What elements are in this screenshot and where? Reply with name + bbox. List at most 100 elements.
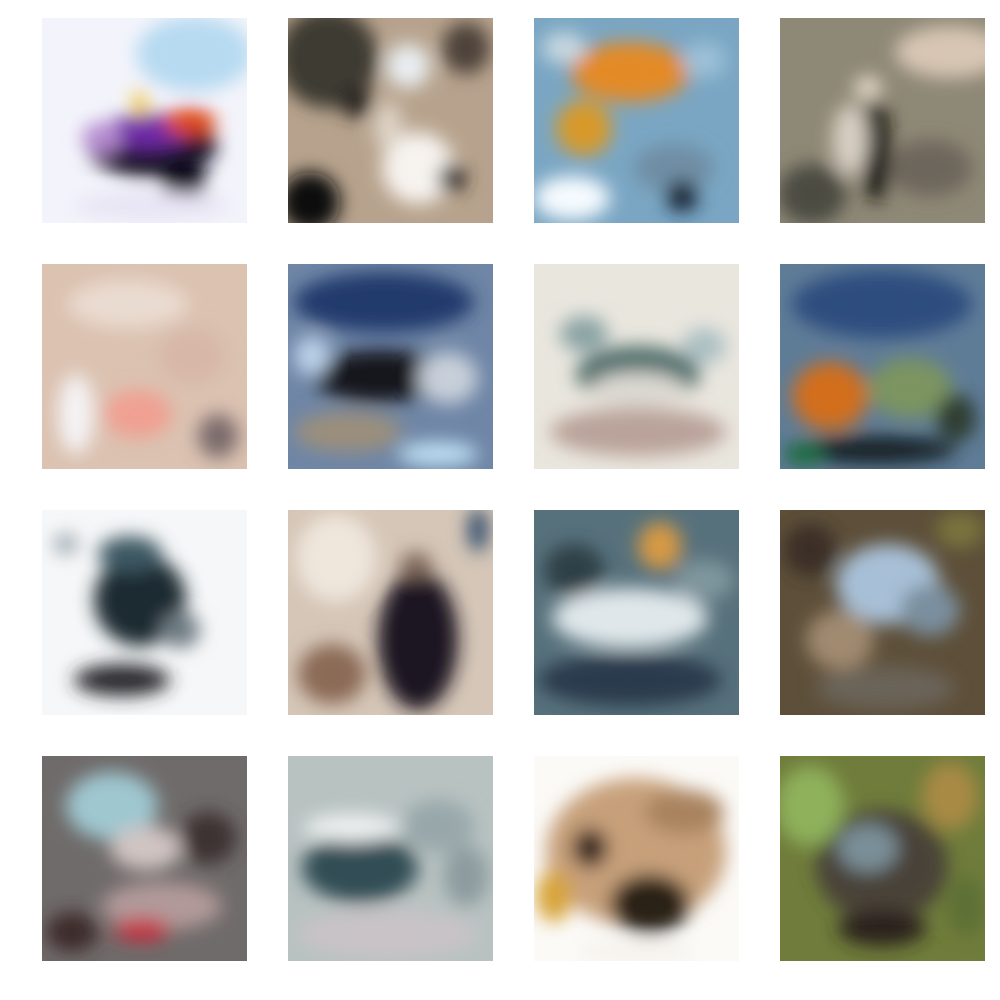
tile-r3c1-dark-animal-blob-4 (54, 534, 78, 554)
tile-r3c2-person-suit-blob-0 (378, 570, 458, 710)
tile-r4c3-pig-like-blob-2 (572, 828, 608, 868)
tile-r4c3-pig-like-blob-1 (610, 874, 690, 934)
tile-r1c1-boat-blob-6 (162, 160, 206, 200)
tile-r3c2-person-suit-blob-4 (468, 510, 488, 552)
tile-r2c4-sky-foliage-blob-3 (936, 394, 976, 442)
tile-r2c1-blurry-skin (42, 264, 247, 469)
tile-r2c1-blurry-skin-blob-2 (198, 414, 238, 458)
tile-r4c2-vehicle-on-road-blob-0 (302, 834, 418, 902)
tile-r3c2-person-suit-image (288, 510, 493, 715)
tile-r3c4-olive-abstract-blob-1 (900, 584, 960, 636)
tile-r1c1-boat-blob-3 (132, 90, 148, 118)
tile-r3c2-person-suit (288, 510, 493, 715)
tile-r1c2-building-blob-5 (442, 22, 490, 74)
tile-r3c1-dark-animal (42, 510, 247, 715)
tile-r4c2-vehicle-on-road-blob-1 (304, 814, 400, 842)
tile-r1c1-boat-blob-7 (72, 192, 232, 220)
tile-r4c1-dark-red-scene-blob-1 (102, 882, 222, 930)
tile-r1c3-colorful-scene (534, 18, 739, 223)
tile-r2c1-blurry-skin-blob-4 (158, 328, 226, 384)
tile-r4c1-dark-red-scene-blob-0 (66, 772, 158, 840)
tile-r3c3-teal-ship-image (534, 510, 739, 715)
tile-r1c2-building-blob-0 (288, 18, 378, 108)
tile-r2c2-blue-boat-blob-4 (294, 336, 330, 376)
tile-r1c2-building-blob-6 (340, 86, 372, 118)
tile-r2c1-blurry-skin-blob-0 (104, 390, 172, 438)
tile-r1c1-boat-blobs (72, 18, 247, 220)
tile-r1c3-colorful-scene-blob-1 (556, 100, 612, 156)
tile-r2c3-pale-vehicle-image (534, 264, 739, 469)
tile-r4c4-green-animal-blobs (780, 762, 984, 946)
tile-r4c4-green-animal-blob-4 (838, 910, 926, 946)
tile-r2c4-sky-foliage (780, 264, 985, 469)
tile-r3c3-teal-ship-blob-3 (538, 654, 722, 706)
tile-r4c2-vehicle-on-road-image (288, 756, 493, 961)
tile-r4c3-pig-like-image (534, 756, 739, 961)
tile-r1c1-boat-blob-4 (136, 18, 247, 92)
tile-r4c1-dark-red-scene-image (42, 756, 247, 961)
tile-r4c3-pig-like-blob-3 (536, 870, 572, 922)
tile-r1c2-building-blob-3 (438, 164, 466, 192)
tile-r3c4-olive-abstract-blobs (784, 512, 984, 710)
tile-r4c2-vehicle-on-road-blobs (298, 800, 488, 958)
tile-r1c4-person-figure-blobs (780, 26, 985, 223)
tile-r1c1-boat (42, 18, 247, 223)
tile-r1c3-colorful-scene-blob-3 (666, 180, 698, 212)
tile-r3c1-dark-animal-blob-2 (74, 664, 170, 696)
tile-r3c2-person-suit-blob-2 (298, 644, 366, 704)
tile-r4c4-green-animal-blob-2 (780, 766, 844, 846)
tile-r2c2-blue-boat (288, 264, 493, 469)
tile-r2c3-pale-vehicle-blob-3 (560, 316, 608, 352)
tile-r3c4-olive-abstract-image (780, 510, 985, 715)
tile-r4c2-vehicle-on-road-blob-3 (298, 910, 478, 958)
tile-r1c3-colorful-scene-image (534, 18, 739, 223)
tile-r4c2-vehicle-on-road-blob-2 (402, 800, 474, 852)
tile-r4c1-dark-red-scene-blob-3 (46, 912, 98, 952)
tile-r1c3-colorful-scene-blob-0 (570, 42, 690, 102)
tile-r3c3-teal-ship-blob-2 (544, 544, 604, 596)
tile-r2c1-blurry-skin-image (42, 264, 247, 469)
tile-r4c2-vehicle-on-road (288, 756, 493, 961)
tile-r4c4-green-animal-blob-1 (838, 824, 898, 872)
tile-r4c1-dark-red-scene-blob-2 (114, 918, 170, 942)
tile-r4c4-green-animal-blob-5 (948, 876, 984, 936)
tile-r3c2-person-suit-blob-1 (400, 552, 432, 580)
tile-r1c1-boat-blob-2 (164, 108, 216, 136)
tile-r4c2-vehicle-on-road-blob-4 (444, 846, 488, 906)
tile-r1c1-boat-image (42, 18, 247, 223)
tile-r2c2-blue-boat-blob-1 (312, 350, 448, 402)
tile-r3c3-teal-ship (534, 510, 739, 715)
tile-r3c1-dark-animal-blob-1 (98, 536, 162, 572)
tile-r1c2-building-blob-2 (288, 172, 340, 223)
tile-r4c1-dark-red-scene (42, 756, 247, 961)
tile-r2c2-blue-boat-blob-2 (418, 352, 478, 404)
tile-r2c4-sky-foliage-blob-5 (784, 442, 824, 466)
tile-r1c1-boat-blob-5 (82, 122, 122, 154)
tile-r3c3-teal-ship-blobs (538, 522, 734, 706)
tile-r3c3-teal-ship-blob-0 (552, 588, 708, 648)
tile-r2c1-blurry-skin-blob-3 (68, 280, 188, 328)
tile-r3c1-dark-animal-image (42, 510, 247, 715)
tile-r4c3-pig-like-blob-5 (576, 942, 696, 961)
tile-r2c3-pale-vehicle-blob-2 (550, 408, 726, 456)
tile-r4c3-pig-like (534, 756, 739, 961)
tile-r2c2-blue-boat-blob-0 (294, 272, 474, 332)
tile-r3c4-olive-abstract-blob-5 (816, 666, 956, 710)
tile-r3c3-teal-ship-blob-1 (638, 522, 682, 570)
tile-r1c4-person-figure-image (780, 18, 985, 223)
tile-r1c4-person-figure-blob-0 (895, 26, 985, 78)
tile-r2c4-sky-foliage-image (780, 264, 985, 469)
tile-r4c1-dark-red-scene-blob-4 (180, 812, 236, 864)
tile-r1c2-building (288, 18, 493, 223)
tile-r2c2-blue-boat-blob-5 (398, 442, 478, 466)
tile-r2c1-blurry-skin-blobs (58, 280, 238, 458)
tile-r1c2-building-blobs (288, 18, 490, 223)
tile-r3c1-dark-animal-blob-3 (160, 612, 200, 648)
tile-r2c3-pale-vehicle (534, 264, 739, 469)
tile-r4c4-green-animal (780, 756, 985, 961)
tile-r1c4-person-figure-blob-5 (854, 76, 882, 100)
tile-r3c3-teal-ship-blob-4 (674, 560, 734, 600)
tile-r2c3-pale-vehicle-blobs (550, 316, 726, 456)
tile-r3c4-olive-abstract-blob-2 (806, 610, 874, 670)
